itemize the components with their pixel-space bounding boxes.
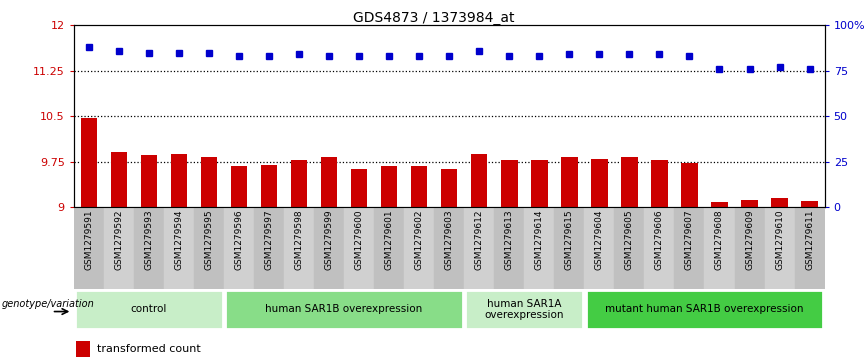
Bar: [291, 160, 307, 207]
Bar: [164, 207, 194, 289]
Bar: [134, 207, 164, 289]
Bar: [201, 157, 217, 207]
Bar: [621, 157, 638, 207]
Text: control: control: [131, 305, 167, 314]
Text: GSM1279609: GSM1279609: [745, 209, 754, 270]
Text: GSM1279592: GSM1279592: [115, 209, 123, 270]
Text: GSM1279606: GSM1279606: [655, 209, 664, 270]
Bar: [231, 166, 247, 207]
Bar: [765, 207, 794, 289]
Bar: [644, 207, 674, 289]
Bar: [711, 202, 727, 207]
Text: GSM1279614: GSM1279614: [535, 209, 543, 270]
Text: GSM1279612: GSM1279612: [475, 209, 483, 270]
Bar: [404, 207, 434, 289]
Bar: [104, 207, 134, 289]
Bar: [494, 207, 524, 289]
Bar: [411, 166, 427, 207]
Bar: [74, 207, 104, 289]
Bar: [374, 207, 404, 289]
Bar: [171, 154, 187, 207]
Bar: [141, 155, 157, 207]
FancyBboxPatch shape: [75, 290, 223, 329]
Bar: [224, 207, 254, 289]
Bar: [674, 207, 705, 289]
Bar: [254, 207, 284, 289]
Bar: [81, 118, 97, 207]
Text: GSM1279608: GSM1279608: [715, 209, 724, 270]
Text: GSM1279593: GSM1279593: [144, 209, 154, 270]
Bar: [314, 207, 344, 289]
Bar: [464, 207, 494, 289]
FancyBboxPatch shape: [465, 290, 583, 329]
Bar: [531, 160, 548, 207]
Bar: [501, 160, 517, 207]
Bar: [260, 165, 277, 207]
Text: GSM1279597: GSM1279597: [265, 209, 273, 270]
Bar: [794, 207, 825, 289]
FancyBboxPatch shape: [225, 290, 463, 329]
Text: GSM1279598: GSM1279598: [294, 209, 304, 270]
Bar: [651, 160, 667, 207]
Text: GSM1279602: GSM1279602: [415, 209, 424, 270]
Bar: [584, 207, 615, 289]
Bar: [555, 207, 584, 289]
Bar: [615, 207, 644, 289]
Text: GSM1279607: GSM1279607: [685, 209, 694, 270]
Text: human SAR1A
overexpression: human SAR1A overexpression: [484, 299, 564, 320]
Bar: [110, 152, 127, 207]
Text: GSM1279604: GSM1279604: [595, 209, 604, 270]
Text: GSM1279596: GSM1279596: [234, 209, 243, 270]
Bar: [705, 207, 734, 289]
Text: GSM1279594: GSM1279594: [174, 209, 183, 270]
Bar: [801, 201, 818, 207]
Text: mutant human SAR1B overexpression: mutant human SAR1B overexpression: [605, 305, 804, 314]
Bar: [194, 207, 224, 289]
Text: GSM1279601: GSM1279601: [385, 209, 393, 270]
Text: GDS4873 / 1373984_at: GDS4873 / 1373984_at: [353, 11, 515, 25]
Bar: [681, 163, 698, 207]
Text: GSM1279599: GSM1279599: [325, 209, 333, 270]
Bar: [734, 207, 765, 289]
Bar: [441, 170, 457, 207]
Bar: [591, 159, 608, 207]
Bar: [76, 341, 89, 358]
Bar: [741, 200, 758, 207]
Text: genotype/variation: genotype/variation: [2, 299, 95, 309]
Text: GSM1279610: GSM1279610: [775, 209, 784, 270]
Text: GSM1279591: GSM1279591: [84, 209, 93, 270]
Bar: [772, 198, 788, 207]
Bar: [344, 207, 374, 289]
Text: GSM1279603: GSM1279603: [444, 209, 454, 270]
Bar: [561, 157, 577, 207]
Text: GSM1279595: GSM1279595: [205, 209, 214, 270]
Bar: [381, 166, 398, 207]
Bar: [284, 207, 314, 289]
Text: GSM1279615: GSM1279615: [565, 209, 574, 270]
Text: GSM1279611: GSM1279611: [806, 209, 814, 270]
Bar: [524, 207, 555, 289]
Bar: [351, 170, 367, 207]
Text: human SAR1B overexpression: human SAR1B overexpression: [266, 305, 423, 314]
Bar: [471, 154, 488, 207]
FancyBboxPatch shape: [586, 290, 824, 329]
Text: GSM1279605: GSM1279605: [625, 209, 634, 270]
Text: transformed count: transformed count: [96, 344, 201, 354]
Bar: [321, 157, 338, 207]
Text: GSM1279613: GSM1279613: [505, 209, 514, 270]
Bar: [434, 207, 464, 289]
Text: GSM1279600: GSM1279600: [355, 209, 364, 270]
